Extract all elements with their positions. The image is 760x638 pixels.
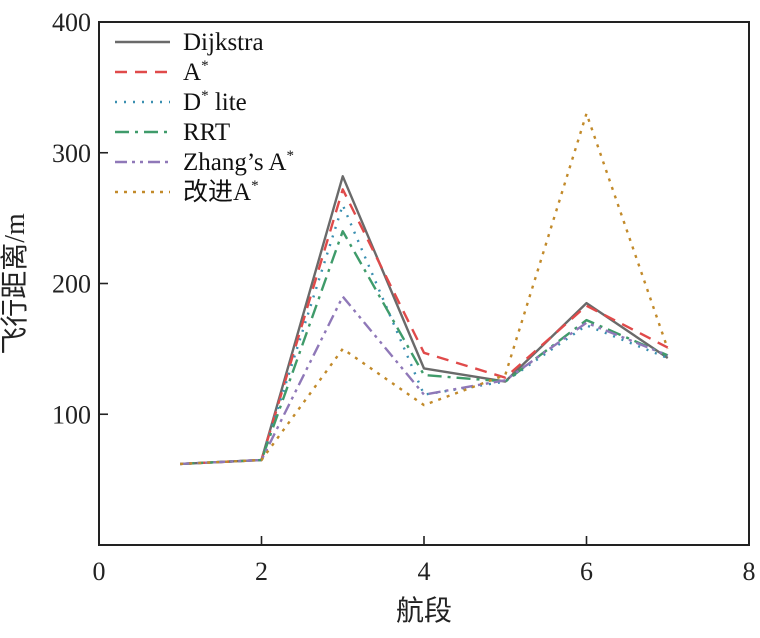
x-tick-label: 6 bbox=[580, 557, 593, 586]
series-line-5 bbox=[180, 112, 669, 466]
series-line-0 bbox=[180, 175, 669, 466]
legend-label-1: A* bbox=[183, 58, 209, 86]
y-tick-label: 400 bbox=[52, 8, 91, 37]
legend-label-3: RRT bbox=[183, 119, 230, 146]
y-tick-label: 300 bbox=[52, 139, 91, 168]
legend-label-5: 改进A* bbox=[183, 178, 259, 206]
series-line-1 bbox=[180, 188, 669, 466]
series-line-3 bbox=[180, 229, 669, 466]
legend-label-2: D* lite bbox=[183, 88, 247, 116]
series-lines bbox=[180, 112, 669, 466]
x-tick-label: 2 bbox=[255, 557, 268, 586]
axis-ticks: 0 2 4 6 8 100 200 300 400 bbox=[52, 8, 756, 586]
y-tick-label: 100 bbox=[52, 400, 91, 429]
y-axis-label: 飞行距离/m bbox=[0, 213, 31, 355]
x-tick-label: 4 bbox=[418, 557, 431, 586]
legend-label-4: Zhang’s A* bbox=[183, 148, 294, 176]
legend-label-0: Dijkstra bbox=[183, 29, 264, 56]
y-tick-label: 200 bbox=[52, 270, 91, 299]
x-tick-label: 0 bbox=[93, 557, 106, 586]
x-axis-label: 航段 bbox=[396, 595, 452, 627]
series-line-2 bbox=[180, 203, 669, 466]
series-line-4 bbox=[180, 295, 669, 466]
x-tick-label: 8 bbox=[743, 557, 756, 586]
